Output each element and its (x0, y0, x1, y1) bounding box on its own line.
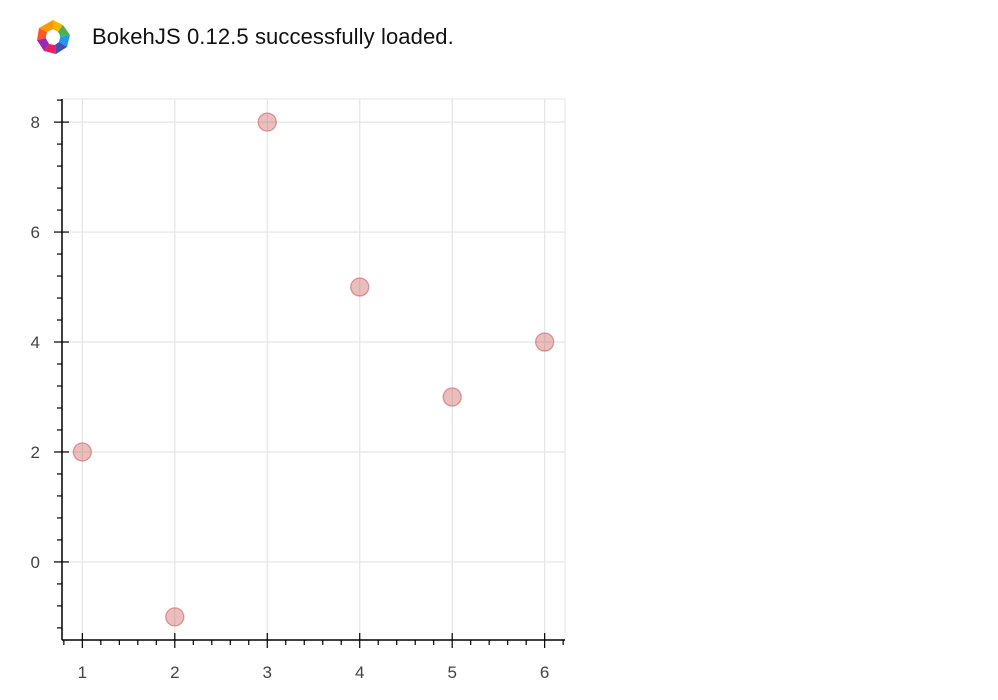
axes: 1 2 3 4 5 6 0 2 4 6 8 (31, 99, 565, 682)
x-tick-label: 5 (447, 663, 456, 682)
x-tick-label: 4 (355, 663, 364, 682)
y-tick-label: 4 (31, 333, 40, 352)
scatter-points (72, 112, 555, 627)
scatter-point[interactable] (72, 442, 92, 462)
y-tick-label: 8 (31, 113, 40, 132)
x-tick-label: 3 (263, 663, 272, 682)
status-header: BokehJS 0.12.5 successfully loaded. (32, 14, 454, 60)
y-tick-label: 6 (31, 223, 40, 242)
plot-frame (61, 98, 566, 641)
scatter-point[interactable] (257, 112, 277, 132)
x-tick-label: 1 (78, 663, 87, 682)
scatter-point[interactable] (442, 387, 462, 407)
y-tick-label: 2 (31, 443, 40, 462)
scatter-point[interactable] (535, 332, 555, 352)
x-tick-label: 2 (170, 663, 179, 682)
grid-lines (62, 99, 565, 640)
x-tick-label: 6 (540, 663, 549, 682)
load-status-text: BokehJS 0.12.5 successfully loaded. (92, 24, 454, 49)
bokeh-logo-icon (37, 20, 70, 54)
scatter-point[interactable] (165, 607, 185, 627)
scatter-point[interactable] (350, 277, 370, 297)
y-tick-label: 0 (31, 553, 40, 572)
